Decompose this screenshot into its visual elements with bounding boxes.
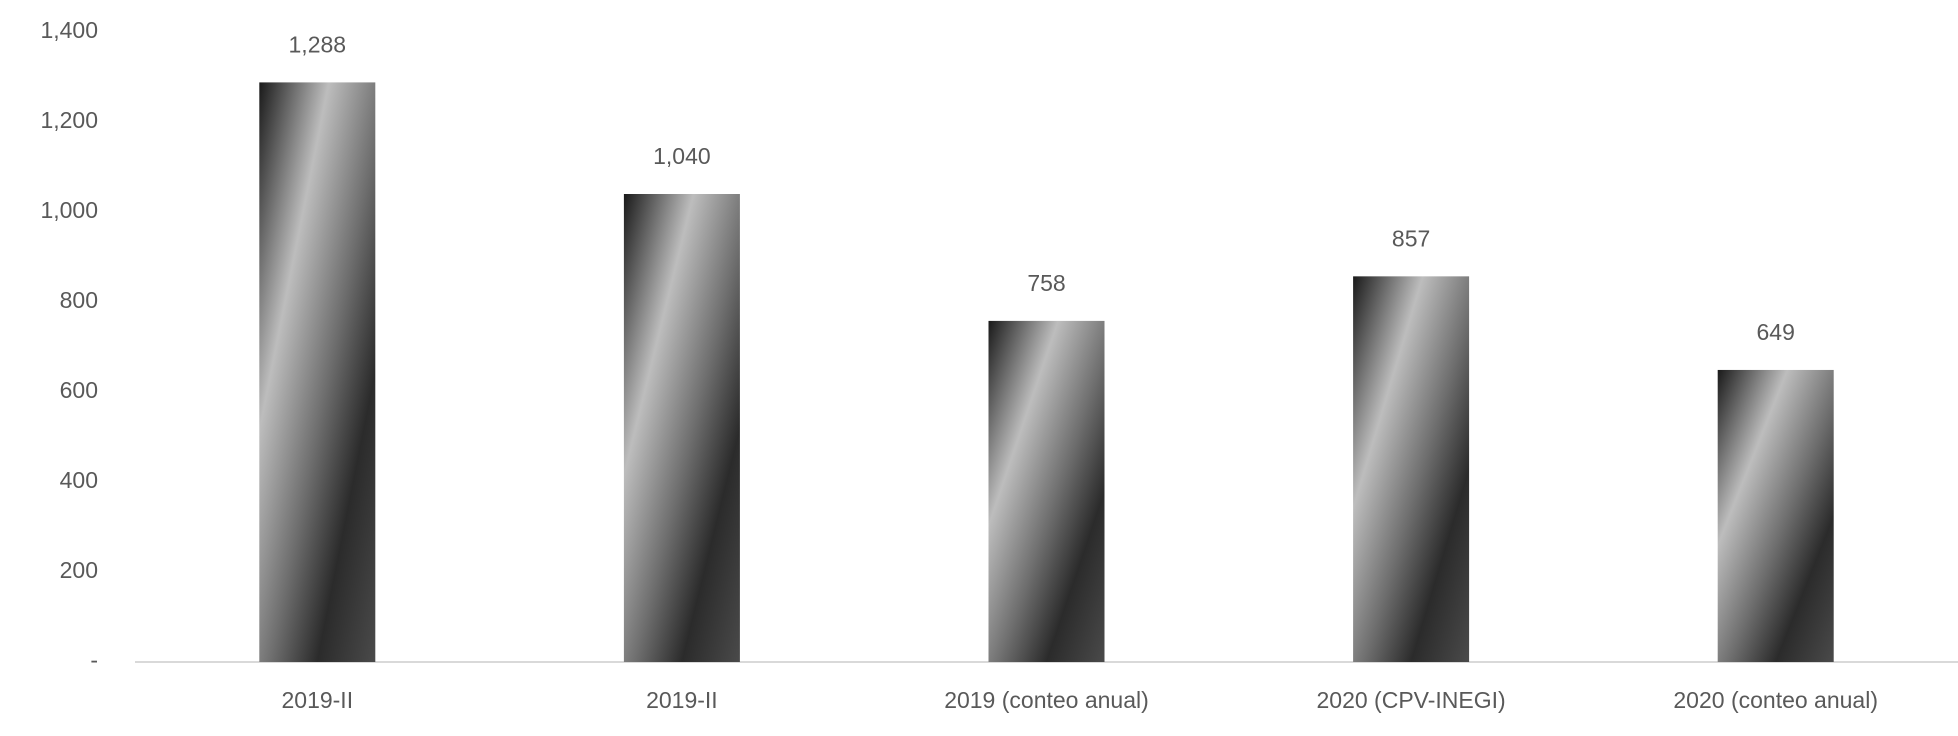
data-label: 649 bbox=[1757, 319, 1795, 345]
x-tick-label: 2020 (CPV-INEGI) bbox=[1317, 687, 1506, 713]
y-tick-label: 1,400 bbox=[40, 17, 98, 43]
x-tick-label: 2019 (conteo anual) bbox=[944, 687, 1149, 713]
y-tick-label: 600 bbox=[60, 377, 98, 403]
bar bbox=[1353, 276, 1470, 662]
y-tick-label: - bbox=[90, 647, 98, 673]
y-tick-label: 1,000 bbox=[40, 197, 98, 223]
bar bbox=[259, 82, 376, 662]
x-tick-label: 2019-II bbox=[281, 687, 353, 713]
bar bbox=[623, 194, 740, 662]
bar bbox=[1717, 369, 1834, 662]
y-tick-label: 400 bbox=[60, 467, 98, 493]
data-label: 857 bbox=[1392, 225, 1430, 251]
x-tick-label: 2020 (conteo anual) bbox=[1673, 687, 1878, 713]
y-tick-label: 800 bbox=[60, 287, 98, 313]
y-tick-label: 200 bbox=[60, 557, 98, 583]
data-label: 1,288 bbox=[289, 31, 347, 57]
bar bbox=[988, 320, 1105, 662]
y-tick-label: 1,200 bbox=[40, 107, 98, 133]
x-tick-label: 2019-II bbox=[646, 687, 718, 713]
data-label: 1,040 bbox=[653, 143, 711, 169]
data-label: 758 bbox=[1027, 270, 1065, 296]
